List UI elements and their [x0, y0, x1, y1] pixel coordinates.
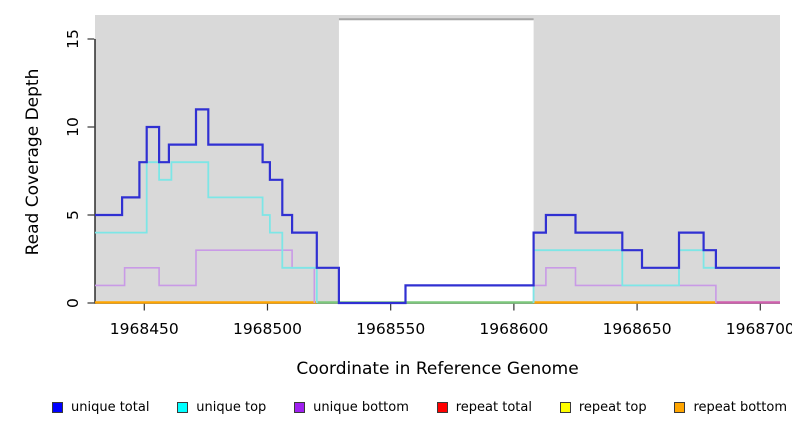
legend-label-repeat-top: repeat top	[578, 399, 647, 415]
y-axis-title: Read Coverage Depth	[23, 68, 43, 256]
legend: unique total unique top unique bottom re…	[52, 398, 787, 416]
x-tick-label: 1968550	[356, 320, 425, 338]
legend-label-unique-top: unique top	[196, 399, 267, 415]
coverage-gap-region	[338, 20, 534, 303]
legend-swatch-repeat-top-icon	[559, 401, 571, 413]
x-tick-label: 1968450	[110, 320, 179, 338]
y-tick-label: 0	[64, 298, 82, 308]
legend-swatch-repeat-bottom-icon	[674, 401, 686, 413]
y-tick-label: 5	[64, 210, 82, 220]
legend-swatch-unique-bottom-icon	[294, 401, 306, 413]
series-unique_total-line	[95, 108, 780, 305]
legend-swatch-unique-top-icon	[177, 401, 189, 413]
legend-item-unique-top: unique top	[177, 400, 266, 415]
legend-label-unique-total: unique total	[71, 399, 150, 415]
legend-item-unique-total: unique total	[52, 400, 149, 415]
legend-swatch-unique-total-icon	[52, 401, 63, 413]
x-tick-label: 1968650	[603, 320, 672, 338]
y-tick-label: 15	[64, 29, 82, 49]
x-tick-label: 1968700	[726, 320, 792, 338]
series-unique_top-line	[532, 249, 780, 303]
series-unique_top-line	[95, 161, 318, 303]
legend-label-repeat-total: repeat total	[455, 399, 532, 415]
legend-item-repeat-bottom: repeat bottom	[674, 400, 787, 415]
series-unique_bottom-line	[532, 267, 717, 303]
x-tick-label: 1968500	[233, 320, 302, 338]
legend-item-unique-bottom: unique bottom	[294, 400, 409, 415]
legend-item-repeat-total: repeat total	[436, 399, 532, 415]
legend-label-repeat-bottom: repeat bottom	[693, 399, 787, 415]
legend-swatch-repeat-total-icon	[436, 401, 448, 413]
legend-item-repeat-top: repeat top	[559, 399, 647, 415]
x-axis-title: Coordinate in Reference Genome	[296, 359, 579, 379]
x-tick-label: 1968600	[479, 320, 548, 338]
legend-label-unique-bottom: unique bottom	[313, 399, 409, 415]
y-tick-label: 10	[64, 117, 82, 137]
